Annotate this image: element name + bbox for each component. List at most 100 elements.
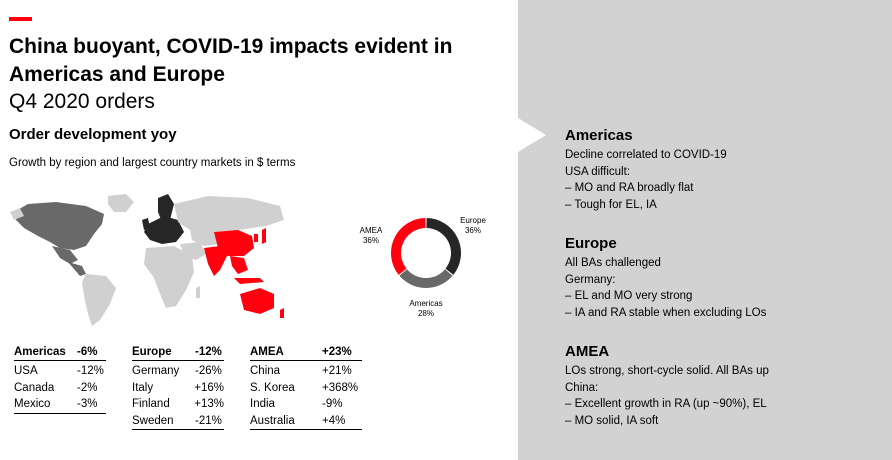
country-name: USA [14, 365, 38, 377]
table-row: Germany -26% [132, 363, 224, 380]
country-value: -3% [77, 398, 98, 410]
table-row: China +21% [250, 363, 362, 380]
commentary-line: Germany: [565, 273, 616, 286]
country-name: Germany [132, 365, 180, 377]
commentary-line: LOs strong, short-cycle solid. All BAs u… [565, 365, 769, 377]
americas-table: Americas -6% USA -12% Canada -2% Mexico -3% [14, 345, 106, 414]
table-row: Finland +13% [132, 396, 224, 413]
world-map [10, 194, 284, 326]
country-value: +368% [322, 381, 359, 394]
map-japan [262, 228, 266, 244]
country-name: Australia [250, 414, 295, 427]
donut-slices [391, 218, 461, 288]
region-value: +23% [322, 346, 352, 358]
map-south-america [82, 274, 116, 326]
commentary-line: – EL and MO very strong [565, 290, 693, 302]
country-name: Sweden [132, 414, 174, 427]
europe-table: Europe -12% Germany -26% Italy +16% Finlan… [132, 345, 224, 430]
section-caption: Growth by region and largest country mar… [9, 157, 296, 169]
commentary-line: Decline correlated to COVID-19 [565, 149, 727, 161]
commentary-line: – MO solid, IA soft [565, 414, 659, 427]
table-header: Americas -6% [14, 345, 106, 361]
table-row: India -9% [250, 396, 362, 413]
country-value: +16% [194, 381, 224, 394]
country-value: -9% [322, 398, 343, 410]
commentary-line: – Excellent growth in RA (up ~90%), EL [565, 398, 767, 410]
table-row: Sweden -21% [132, 413, 224, 430]
map-greenland [108, 194, 134, 212]
table-row: Canada -2% [14, 380, 106, 397]
section-heading: Order development yoy [9, 126, 177, 143]
slice-label-americas: Americas [409, 299, 442, 308]
map-mexico [52, 246, 78, 264]
map-new-zealand [280, 308, 284, 318]
map-china [214, 230, 254, 256]
region-name: Americas [14, 346, 66, 358]
map-alaska [10, 208, 24, 220]
commentary-line: – IA and RA stable when excluding LOs [565, 306, 767, 319]
donut-slice-amea [391, 218, 426, 275]
table-header: Europe -12% [132, 345, 224, 361]
country-name: Finland [132, 398, 170, 410]
country-value: -21% [195, 414, 222, 427]
slide-content: China buoyant, COVID-19 impacts evident … [9, 17, 487, 430]
country-name: Canada [14, 381, 55, 394]
map-africa [144, 246, 194, 308]
map-uk [142, 218, 150, 230]
commentary-line: USA difficult: [565, 165, 630, 178]
commentary-line: China: [565, 381, 599, 394]
map-central-asia [190, 230, 220, 246]
slice-value-americas: 28% [418, 309, 434, 318]
map-europe [144, 216, 184, 244]
commentary-americas: Americas Decline correlated to COVID-19 … [565, 126, 885, 213]
country-value: -2% [77, 381, 98, 394]
map-scandinavia [158, 194, 174, 222]
country-name: Mexico [14, 398, 51, 410]
slice-label-amea: AMEA [360, 226, 383, 235]
map-southeast-asia [230, 256, 248, 274]
slide-title: China buoyant, COVID-19 impacts evident … [9, 35, 453, 86]
region-value: -6% [77, 346, 98, 358]
region-name: Europe [132, 346, 172, 358]
table-row: Italy +16% [132, 380, 224, 397]
panel-pointer [518, 118, 546, 152]
commentary-heading: Europe [565, 235, 617, 252]
donut-slice-americas [399, 269, 453, 288]
orders-share-donut-chart: Europe 36% Americas 28% AMEA 36% [360, 216, 487, 318]
slice-value-amea: 36% [363, 236, 379, 245]
slice-value-europe: 36% [465, 226, 481, 235]
amea-table: AMEA +23% China +21% S. Korea +368% India -… [250, 345, 362, 430]
country-value: +21% [322, 365, 352, 377]
commentary-line: – Tough for EL, IA [565, 198, 657, 211]
slide-subtitle: Q4 2020 orders [9, 90, 155, 113]
table-row: Australia +4% [250, 413, 362, 430]
commentary-line: All BAs challenged [565, 257, 661, 269]
country-value: -12% [77, 365, 104, 377]
country-name: India [250, 398, 275, 410]
map-middle-east [180, 242, 206, 260]
donut-slice-europe [426, 218, 461, 275]
map-korea [254, 234, 258, 242]
table-row: USA -12% [14, 363, 106, 380]
table-header: AMEA +23% [250, 345, 362, 361]
region-value: -12% [195, 346, 222, 358]
country-name: S. Korea [250, 381, 295, 394]
commentary-europe: Europe All BAs challenged Germany: – EL … [565, 234, 885, 321]
commentary-amea: AMEA LOs strong, short-cycle solid. All … [565, 342, 885, 429]
country-name: Italy [132, 381, 154, 394]
map-india [204, 246, 228, 276]
country-value: -26% [195, 365, 222, 377]
map-madagascar [196, 286, 200, 298]
commentary-panel [518, 0, 892, 460]
map-australia [240, 288, 274, 314]
map-russia [174, 196, 284, 232]
country-name: China [250, 365, 281, 377]
table-row: Mexico -3% [14, 396, 106, 414]
map-indonesia [234, 278, 264, 284]
commentary-heading: AMEA [565, 343, 610, 360]
table-row: S. Korea +368% [250, 380, 362, 397]
slice-label-europe: Europe [460, 216, 486, 225]
map-north-america [14, 202, 104, 250]
commentary-heading: Americas [565, 127, 633, 144]
region-name: AMEA [250, 346, 284, 358]
